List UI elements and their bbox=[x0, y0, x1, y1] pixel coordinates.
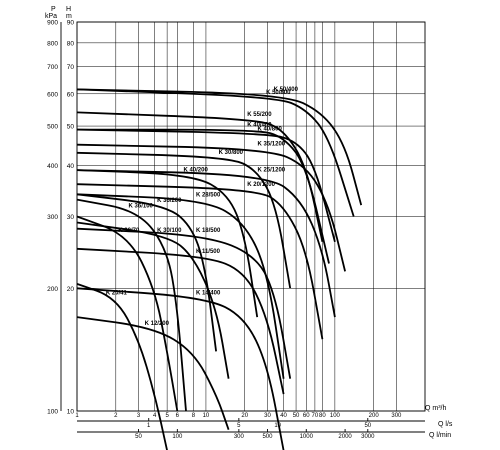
y-tick-h: 20 bbox=[67, 286, 75, 293]
pump-curve-label: K 36/100 bbox=[129, 204, 154, 210]
y-tick-p: 400 bbox=[47, 163, 58, 170]
p-axis-header: P bbox=[51, 6, 56, 13]
x-tick-m3h: 40 bbox=[280, 413, 287, 419]
pump-curve bbox=[76, 227, 292, 379]
y-tick-h: 50 bbox=[67, 124, 75, 131]
x-tick-lmin: 1000 bbox=[300, 434, 314, 440]
y-tick-h: 70 bbox=[67, 64, 75, 71]
y-tick-h: 40 bbox=[67, 163, 75, 170]
pump-curve-label: K 28/500 bbox=[196, 193, 221, 199]
x-tick-m3h: 80 bbox=[319, 413, 326, 419]
x-tick-m3h: 8 bbox=[192, 413, 196, 419]
pump-curve-label: K 50/400 bbox=[274, 87, 299, 93]
p-axis-unit: kPa bbox=[45, 13, 57, 20]
pump-curve-label: K 40/800 bbox=[257, 126, 282, 132]
pump-curve bbox=[76, 151, 292, 289]
y-tick-p: 600 bbox=[47, 91, 58, 98]
pump-curve bbox=[76, 247, 285, 395]
pump-curve-label: K 40/400 bbox=[247, 123, 272, 129]
pump-curve bbox=[76, 88, 355, 217]
x-tick-lmin: 50 bbox=[135, 434, 142, 440]
pump-curve-label: K 30/800 bbox=[219, 150, 244, 156]
y-tick-h: 90 bbox=[67, 20, 75, 27]
x-tick-ls: 1 bbox=[147, 423, 151, 429]
x-axis-label-lmin: Q l/min bbox=[429, 432, 451, 439]
x-tick-m3h: 10 bbox=[203, 413, 210, 419]
y-tick-p: 300 bbox=[47, 214, 58, 221]
x-tick-lmin: 3000 bbox=[361, 434, 375, 440]
x-tick-m3h: 30 bbox=[264, 413, 271, 419]
x-tick-lmin: 300 bbox=[234, 434, 245, 440]
pump-curve bbox=[76, 183, 324, 340]
x-tick-m3h: 5 bbox=[165, 413, 169, 419]
pump-curve-label: K 20/41 bbox=[106, 290, 128, 296]
pump-curve bbox=[76, 111, 324, 242]
pump-curve bbox=[76, 316, 230, 430]
pump-curve-label: K 30/100 bbox=[157, 228, 182, 234]
pump-curve bbox=[76, 143, 346, 272]
pump-curve bbox=[76, 193, 217, 352]
x-tick-m3h: 70 bbox=[312, 413, 319, 419]
x-tick-m3h: 4 bbox=[153, 413, 157, 419]
pump-curve-label: K 55/200 bbox=[247, 112, 272, 118]
x-tick-m3h: 50 bbox=[293, 413, 300, 419]
pump-curve-label: K 11/500 bbox=[196, 249, 221, 255]
pump-curves bbox=[76, 88, 363, 450]
pump-curve-label: K 50/800 bbox=[266, 90, 291, 96]
pump-curve-label: K 40/200 bbox=[183, 168, 208, 174]
x-tick-lmin: 500 bbox=[262, 434, 273, 440]
pump-curve-label: K 20/1200 bbox=[247, 182, 275, 188]
y-tick-h: 30 bbox=[67, 214, 75, 221]
pump-curve-label: K 25/1200 bbox=[257, 168, 285, 174]
pump-curve-label: K 12/200 bbox=[145, 321, 170, 327]
pump-curve bbox=[76, 215, 179, 412]
x-tick-m3h: 3 bbox=[137, 413, 141, 419]
y-tick-p: 100 bbox=[47, 409, 58, 416]
y-tick-p: 800 bbox=[47, 40, 58, 47]
pump-curve-label: K 14/400 bbox=[196, 290, 221, 296]
x-tick-ls: 5 bbox=[237, 423, 241, 429]
x-tick-lmin: 100 bbox=[172, 434, 183, 440]
pump-curve-label: K 36/200 bbox=[157, 198, 182, 204]
pump-curve bbox=[76, 287, 285, 450]
x-tick-lmin: 2000 bbox=[338, 434, 352, 440]
x-tick-m3h: 1 bbox=[75, 413, 79, 419]
pump-curve bbox=[76, 169, 259, 318]
y-tick-p: 700 bbox=[47, 64, 58, 71]
y-tick-h: 80 bbox=[67, 40, 75, 47]
y-tick-p: 500 bbox=[47, 124, 58, 131]
x-tick-ls: 10 bbox=[274, 423, 281, 429]
y-tick-h: 10 bbox=[67, 409, 75, 416]
pump-curve bbox=[76, 128, 336, 243]
x-tick-m3h: 300 bbox=[391, 413, 402, 419]
y-tick-labels: 10 100 20 200 30 300 40 400 50 500 60 600 70 700 80 800… bbox=[47, 20, 74, 416]
y-tick-h: 60 bbox=[67, 91, 75, 98]
grid-lines bbox=[60, 21, 426, 433]
pump-curve bbox=[76, 193, 285, 379]
y-tick-p: 200 bbox=[47, 286, 58, 293]
h-axis-header: H bbox=[66, 6, 71, 13]
x-tick-m3h: 60 bbox=[303, 413, 310, 419]
x-axis-label-m3h: Q m³/h bbox=[425, 405, 446, 412]
pump-curve-label: K 18/500 bbox=[196, 228, 221, 234]
x-tick-m3h: 2 bbox=[114, 413, 118, 419]
pump-curve-label: K 35/1200 bbox=[257, 142, 285, 148]
x-tick-m3h: 20 bbox=[241, 413, 248, 419]
x-tick-m3h: 200 bbox=[369, 413, 380, 419]
pump-curve-label: K 30/70 bbox=[118, 228, 140, 234]
x-tick-ls: 50 bbox=[364, 423, 371, 429]
x-axis-label-ls: Q l/s bbox=[438, 421, 453, 428]
y-tick-p: 900 bbox=[47, 20, 58, 27]
x-tick-m3h: 6 bbox=[176, 413, 180, 419]
pump-curve bbox=[76, 221, 230, 379]
pump-curve bbox=[76, 283, 168, 450]
h-axis-unit: m bbox=[66, 13, 72, 20]
x-tick-m3h: 100 bbox=[330, 413, 341, 419]
